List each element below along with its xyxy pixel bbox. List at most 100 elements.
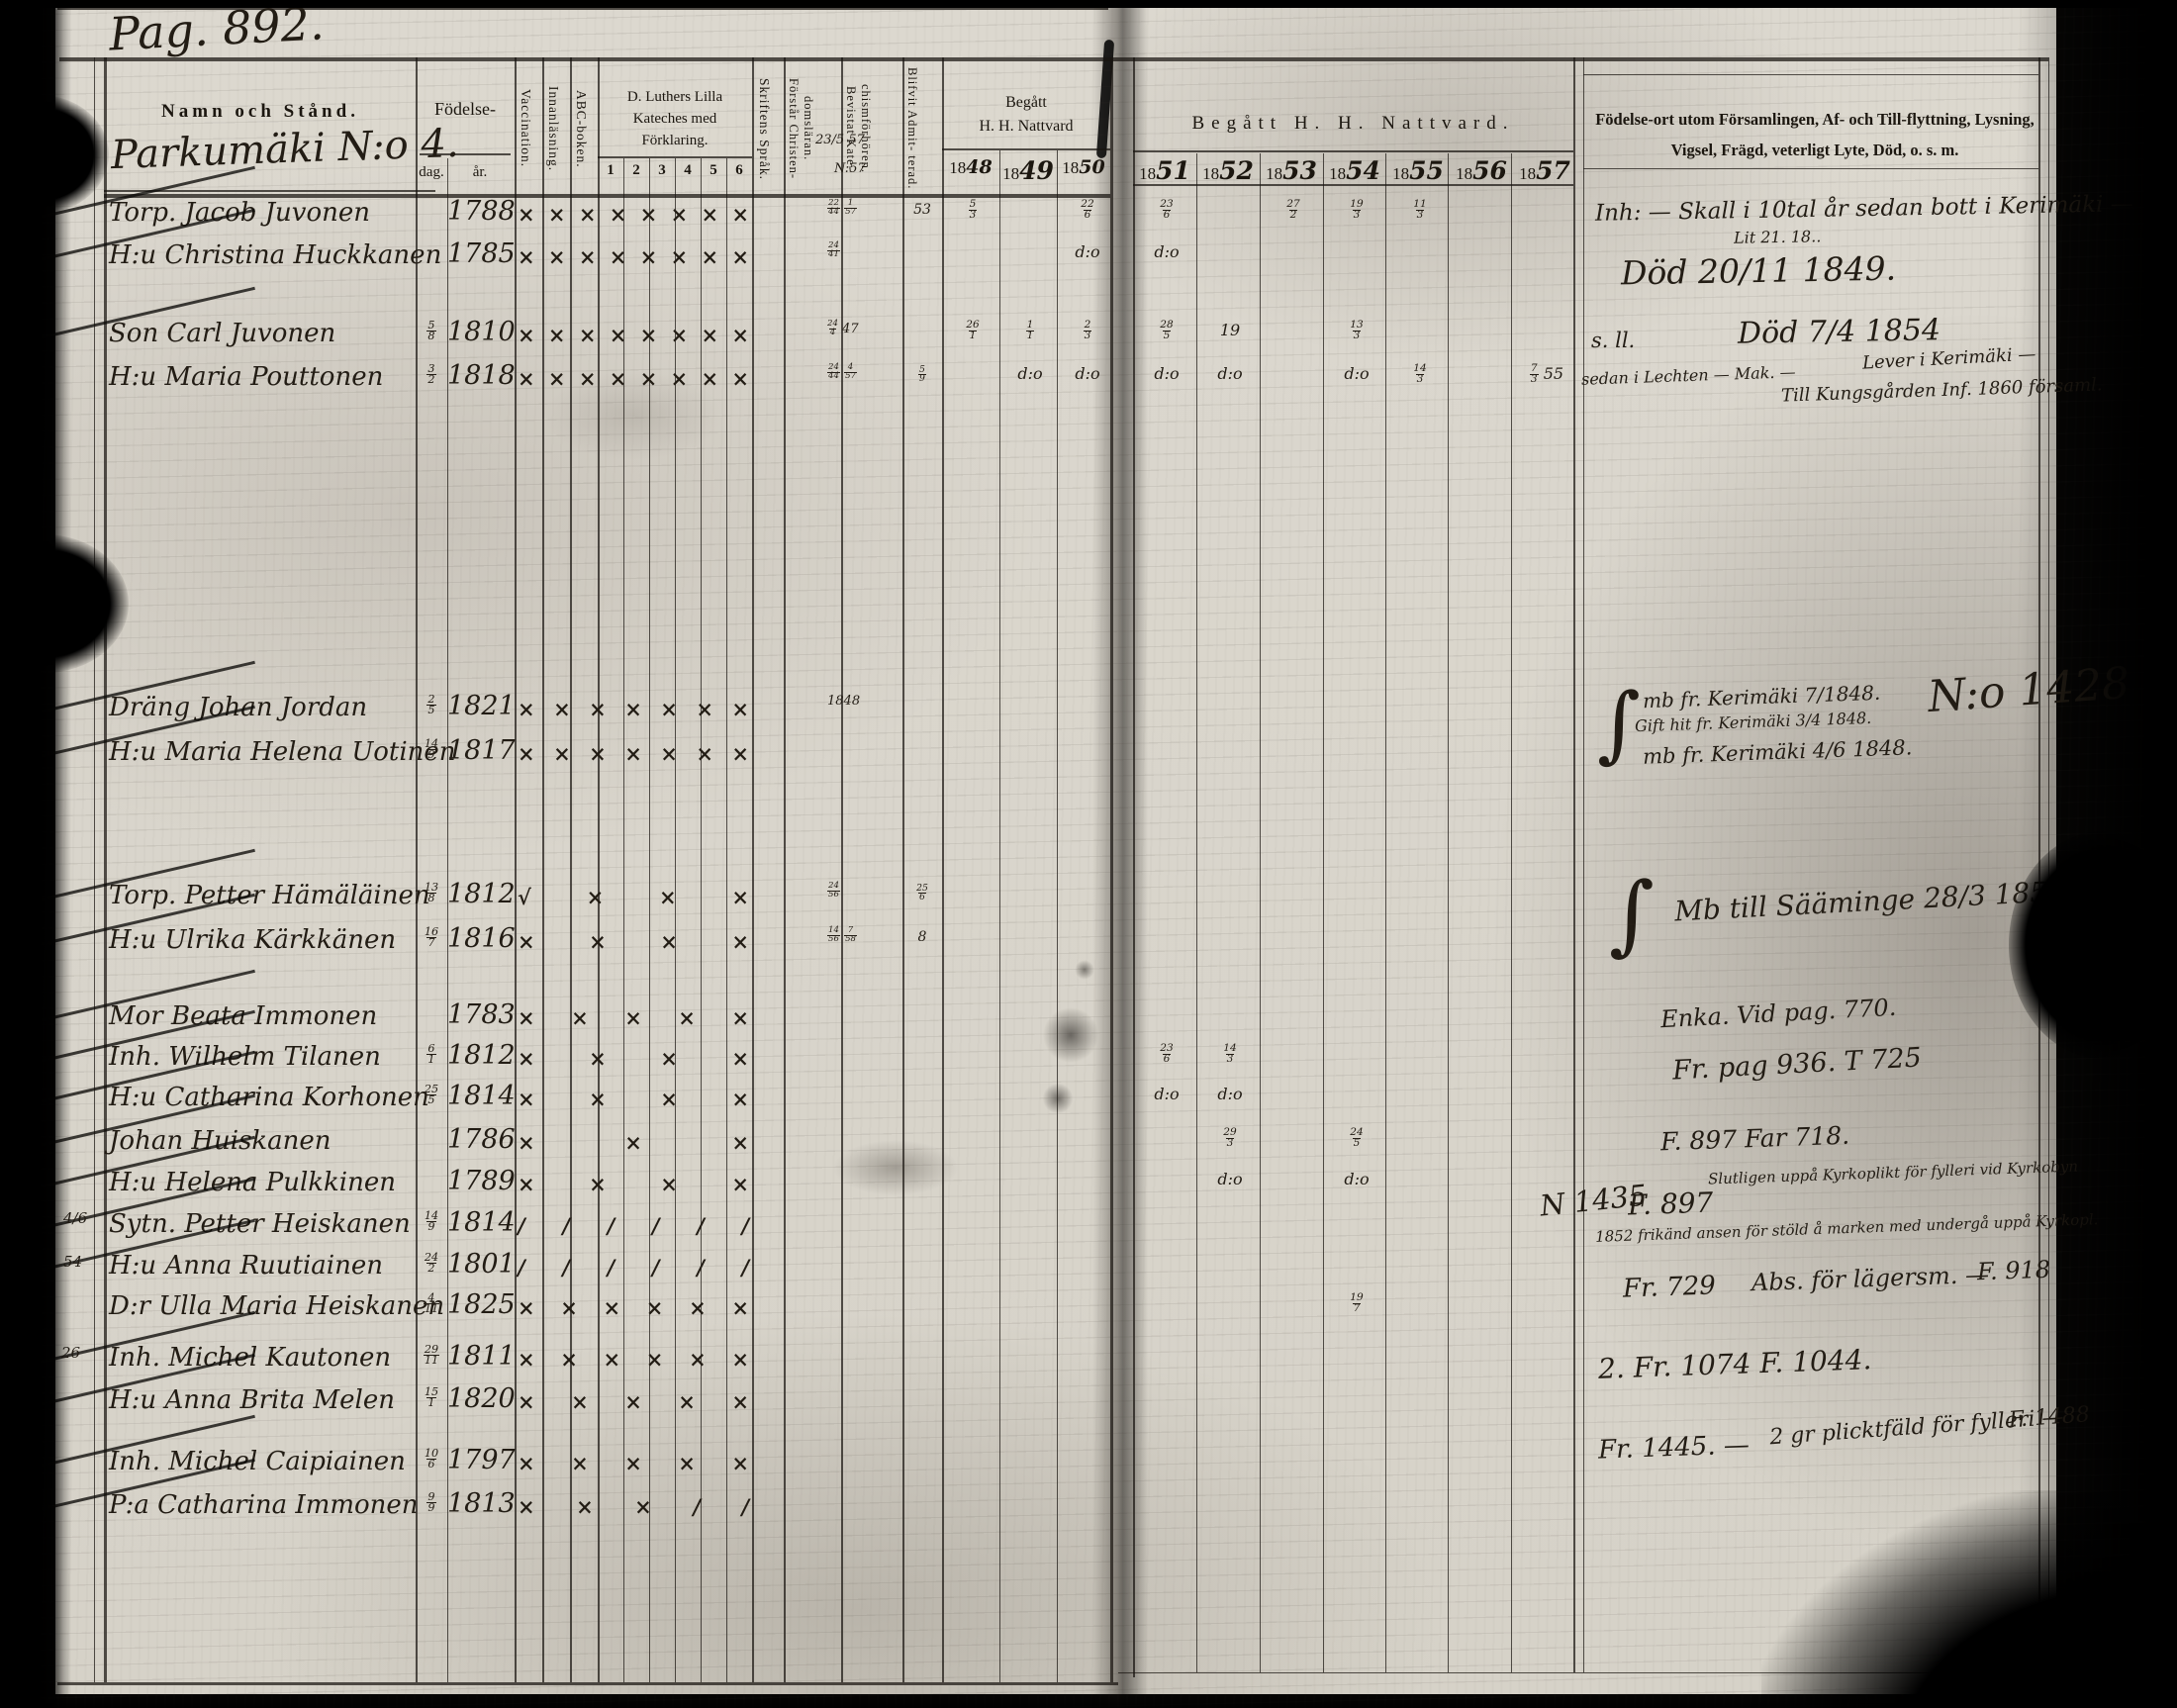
notes-header-line1: Födelse-ort utom Församlingen, Af- och T… <box>1595 110 2035 129</box>
communion-date: 11 3 <box>1413 198 1427 221</box>
mark-x: / <box>607 1255 615 1280</box>
communion-date: d:o <box>1075 364 1100 383</box>
catechism-marks: × × × × × × × × <box>518 323 749 347</box>
catechism-marks: × × × × <box>518 1172 749 1196</box>
table-row: Son Carl Juvonen 5 8 1810 × × × × × × × × 24 4 47 26 1 1… <box>0 286 2048 360</box>
grid-hline <box>598 156 752 158</box>
column-header-nattvard-left: Begått H. H. Nattvard <box>942 91 1110 139</box>
mark-x: × <box>660 741 678 766</box>
catechism-marks: × × × × × × × × <box>518 366 749 391</box>
admitted-note: 8 <box>917 929 927 945</box>
mark-x: × <box>589 1087 607 1111</box>
nattvard-left-line2: H. H. Nattvard <box>979 118 1074 135</box>
mark-x: × <box>731 929 749 954</box>
mark-x: × <box>547 366 566 391</box>
forhor-note: 24 41 <box>827 240 840 259</box>
column-header-bevistat: Bevistat Kate- chismförhören. <box>844 83 873 174</box>
mark-x: / <box>741 1213 749 1238</box>
mark-x: / <box>741 1494 749 1519</box>
mark-x: × <box>586 885 605 909</box>
birth-year: 1810 <box>447 317 516 347</box>
mark-x: × <box>670 323 689 347</box>
communion-date: d:o <box>1217 364 1243 383</box>
grid-vline <box>570 57 572 1682</box>
mark-x: × <box>701 366 719 391</box>
mark-x: × <box>731 1451 749 1475</box>
mark-x: / <box>562 1255 570 1280</box>
column-header-blifvit: Blifvit Admit- terad. <box>905 67 919 190</box>
forhor-note: 22 44 1 57 <box>827 198 857 217</box>
year-header: 1851 <box>1139 156 1190 185</box>
catechism-marks: × × × × <box>518 929 749 954</box>
margin-note: F. 897 <box>1627 1186 1714 1222</box>
scan-blob <box>0 534 129 673</box>
mark-x: × <box>701 202 719 227</box>
grid-vline <box>1583 57 1584 1672</box>
mark-x: × <box>731 1130 749 1155</box>
mark-x: √ <box>518 885 531 909</box>
catechism-marks: × × × × <box>518 1046 749 1071</box>
mark-x: × <box>670 202 689 227</box>
birth-day: 29 11 <box>423 1343 440 1368</box>
scan-blob <box>0 95 109 214</box>
mark-x: × <box>518 741 535 766</box>
person-name: H:u Maria Helena Uotinen <box>109 737 456 767</box>
communion-date: 19 7 <box>1350 1291 1364 1314</box>
person-name: D:r Ulla Maria Heiskanen <box>109 1291 445 1321</box>
mark-x: × <box>678 1451 696 1475</box>
birth-day: 13 8 <box>424 881 439 905</box>
catechism-marks: × × × × × × × <box>518 741 749 766</box>
grid-vline <box>675 158 676 1682</box>
mark-x: × <box>731 244 749 269</box>
mark-x: / <box>562 1213 570 1238</box>
grid-vline <box>942 57 944 1682</box>
year-header: 1857 <box>1519 156 1570 185</box>
kateches-line2: Kateches med <box>632 110 717 127</box>
margin-note: Fr. 729 <box>1622 1271 1717 1304</box>
mark-x: × <box>518 1347 535 1372</box>
mark-x: × <box>624 1451 642 1475</box>
birth-year: 1813 <box>447 1488 516 1519</box>
birth-day: 14 9 <box>424 737 439 762</box>
column-header-namn: Namn och Stånd. <box>161 101 359 122</box>
mark-x: / <box>518 1213 525 1238</box>
grid-vline <box>752 57 754 1682</box>
mark-x: × <box>518 1130 535 1155</box>
birth-year: 1825 <box>447 1289 516 1320</box>
mark-x: × <box>518 323 535 347</box>
mark-x: × <box>603 1295 621 1320</box>
mark-x: × <box>731 1389 749 1414</box>
person-name: H:u Anna Ruutiainen <box>109 1251 383 1281</box>
mark-x: × <box>518 1087 535 1111</box>
mark-x: × <box>609 244 627 269</box>
margin-note: Död 20/11 1849. <box>1620 248 1897 293</box>
birth-day: 4 11 <box>423 1291 440 1316</box>
mark-x: × <box>518 1005 535 1030</box>
mark-x: × <box>639 202 658 227</box>
grid-hline <box>1133 150 1573 152</box>
notes-header-line2: Vigsel, Frägd, veterligt Lyte, Död, o. s… <box>1670 140 1959 159</box>
person-name: Son Carl Juvonen <box>109 319 336 348</box>
mark-x: × <box>731 1295 749 1320</box>
person-name: Mor Beata Immonen <box>109 1001 378 1031</box>
birth-day: 14 9 <box>424 1209 439 1234</box>
table-row: H:u Helena Pulkkinen 1789 × × × × d:o d:o <box>0 1135 2048 1209</box>
table-row: Inh. Wilhelm Tilanen 6 1 1812 × × × × 23 6 14 3 <box>0 1009 2048 1084</box>
mark-x: × <box>609 366 627 391</box>
mark-x: × <box>645 1347 664 1372</box>
book-spine-shadow <box>0 0 71 1708</box>
mark-x: × <box>571 1389 589 1414</box>
catechism-marks: × × × × × × × <box>518 697 749 721</box>
forhor-note: 1848 <box>827 694 861 709</box>
mark-x: × <box>696 741 713 766</box>
communion-date: d:o <box>1344 1170 1370 1188</box>
kateches-col-number: 5 <box>710 162 717 178</box>
communion-date: d:o <box>1154 1085 1180 1103</box>
mark-x: × <box>547 323 566 347</box>
mark-x: × <box>689 1347 707 1372</box>
mark-x: × <box>670 244 689 269</box>
